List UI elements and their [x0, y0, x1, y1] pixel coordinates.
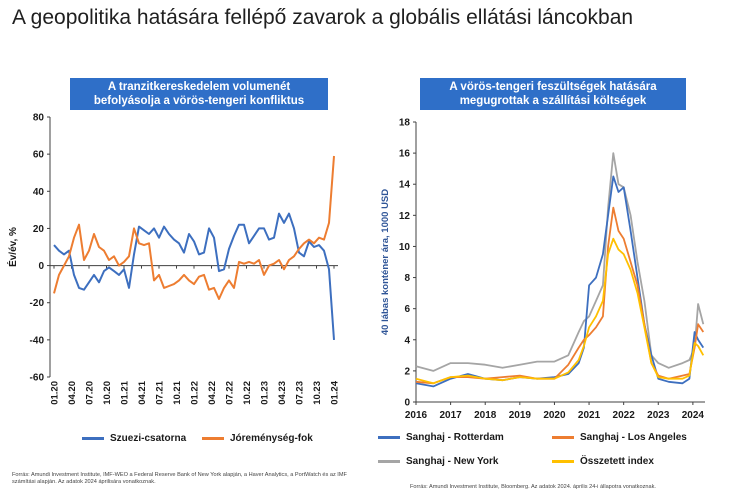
legend-label-osszetett: Összetett index [580, 456, 654, 467]
left-x-tick-label: 10.20 [102, 381, 113, 405]
right-y-tick-label: 12 [399, 211, 411, 222]
legend-swatch-blue [378, 436, 400, 439]
right-chart-title-line1: A vörös-tengeri feszültségek hatására [449, 81, 657, 93]
right-chart-title-line2: megugrottak a szállítási költségek [459, 95, 647, 107]
legend-item-szuezi: Szuezi-csatorna [82, 433, 186, 444]
left-y-tick-label: -60 [30, 373, 45, 384]
legend-label-joremeny: Jóreménység-fok [230, 433, 313, 444]
legend-item-joremeny: Jóreménység-fok [202, 433, 313, 444]
left-x-tick-label: 04.23 [277, 381, 288, 405]
page-title: A geopolitika hatására fellépő zavarok a… [12, 6, 634, 29]
left-x-tick-label: 04.21 [137, 380, 148, 404]
right-series-line-2 [415, 152, 705, 372]
right-y-tick-label: 10 [399, 242, 411, 253]
legend-label-szuezi: Szuezi-csatorna [110, 433, 187, 444]
right-x-tick-label: 2020 [543, 410, 566, 421]
legend-swatch-orange [552, 436, 574, 439]
right-x-tick-label: 2021 [578, 410, 601, 421]
left-x-tick-label: 07.22 [225, 381, 236, 405]
left-y-tick-label: 80 [33, 113, 45, 124]
right-chart-title: A vörös-tengeri feszültségek hatására me… [420, 78, 686, 110]
left-chart-title-line2: befolyásolja a vörös-tengeri konfliktus [93, 95, 305, 107]
left-x-tick-label: 01.24 [330, 380, 341, 404]
right-x-tick-label: 2024 [682, 410, 705, 421]
legend-label-los-angeles: Sanghaj - Los Angeles [580, 432, 687, 443]
right-series-line-3 [415, 237, 705, 385]
left-x-tick-label: 01.20 [50, 381, 61, 405]
left-x-tick-label: 10.23 [312, 381, 323, 405]
legend-item-new-york: Sanghaj - New York [378, 456, 498, 467]
right-x-tick-label: 2022 [613, 410, 636, 421]
left-x-tick-label: 01.22 [190, 381, 201, 405]
right-x-tick-label: 2016 [405, 410, 428, 421]
legend-swatch-yellow [552, 460, 574, 463]
left-x-tick-label: 04.22 [207, 381, 218, 405]
left-x-tick-label: 07.21 [155, 380, 166, 404]
right-y-tick-label: 2 [404, 366, 410, 377]
legend-item-osszetett: Összetett index [552, 456, 654, 467]
right-y-tick-label: 14 [399, 180, 411, 191]
left-x-tick-label: 01.23 [260, 381, 271, 405]
left-x-tick-label: 07.20 [85, 381, 96, 405]
left-y-tick-label: 0 [38, 261, 44, 272]
left-x-tick-label: 07.23 [295, 381, 306, 405]
right-series-line-1 [415, 206, 705, 385]
left-chart-title: A tranzitkereskedelem volumenét befolyás… [70, 78, 328, 110]
left-chart-title-line1: A tranzitkereskedelem volumenét [107, 81, 291, 93]
left-y-tick-label: -20 [30, 298, 45, 309]
left-x-tick-label: 01.21 [120, 380, 131, 404]
left-y-axis-label: Év/év, % [6, 227, 19, 267]
left-y-tick-label: 20 [33, 224, 45, 235]
legend-swatch-gray [378, 460, 400, 463]
right-y-tick-label: 6 [404, 304, 410, 315]
left-x-tick-label: 04.20 [67, 381, 78, 405]
right-y-tick-label: 18 [399, 118, 411, 129]
left-series-line-1 [53, 155, 335, 300]
left-chart-source: Forrás: Amundi Investment Institute, IMF… [12, 472, 347, 485]
right-x-tick-label: 2017 [439, 410, 462, 421]
right-x-tick-label: 2018 [474, 410, 497, 421]
left-series-line-0 [53, 212, 335, 340]
legend-item-rotterdam: Sanghaj - Rotterdam [378, 432, 504, 443]
right-y-tick-label: 16 [399, 149, 411, 160]
right-y-axis-label: 40 lábas konténer ára, 1000 USD [380, 189, 391, 335]
right-x-tick-label: 2023 [647, 410, 670, 421]
left-y-tick-label: -40 [30, 335, 45, 346]
left-x-tick-label: 10.21 [172, 380, 183, 404]
left-y-tick-label: 60 [33, 150, 45, 161]
left-y-tick-label: 40 [33, 187, 45, 198]
right-y-tick-label: 4 [404, 335, 410, 346]
legend-label-new-york: Sanghaj - New York [406, 456, 499, 467]
right-y-tick-label: 8 [404, 273, 410, 284]
right-y-tick-label: 0 [404, 398, 410, 409]
left-x-tick-label: 10.22 [242, 381, 253, 405]
legend-swatch-orange [202, 437, 224, 440]
legend-swatch-blue [82, 437, 104, 440]
right-chart-source: Forrás: Amundi Investment Institute, Blo… [410, 484, 656, 490]
legend-label-rotterdam: Sanghaj - Rotterdam [406, 432, 504, 443]
legend-item-los-angeles: Sanghaj - Los Angeles [552, 432, 687, 443]
right-series-line-0 [415, 175, 705, 388]
right-x-tick-label: 2019 [509, 410, 532, 421]
